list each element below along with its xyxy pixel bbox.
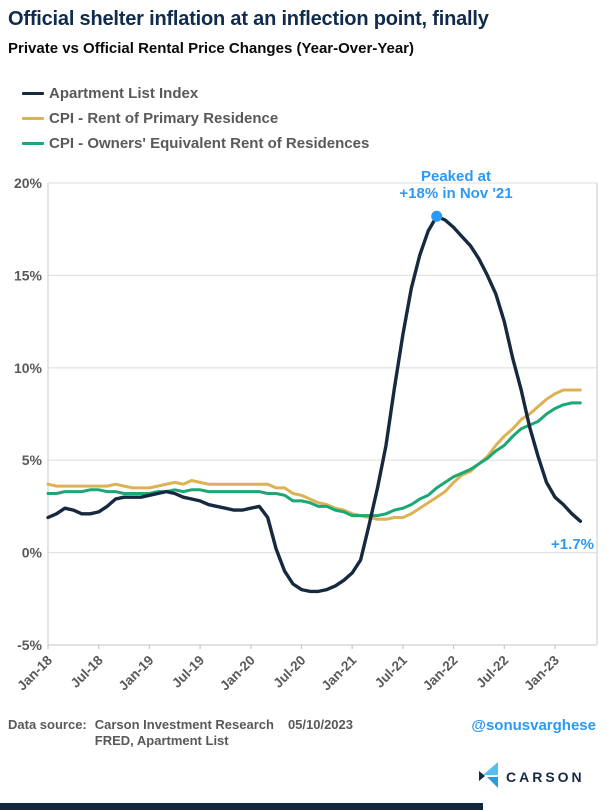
svg-text:15%: 15%	[14, 267, 43, 283]
legend-label: CPI - Rent of Primary Residence	[49, 110, 279, 127]
svg-text:Jul-18: Jul-18	[68, 652, 107, 691]
data-source-line2: FRED, Apartment List	[94, 733, 229, 748]
legend-label: CPI - Owners' Equivalent Rent of Residen…	[49, 135, 370, 152]
svg-text:Jul-22: Jul-22	[473, 653, 511, 691]
last-value-annotation: +1.7%	[551, 536, 594, 553]
svg-text:-5%: -5%	[17, 637, 42, 653]
legend-item-apartment-list: Apartment List Index	[22, 81, 369, 106]
chart-plot-area: 20% 15% 10% 5% 0% -5%Jan-18 Jul-18 Jan-19 Jul-19…	[14, 175, 598, 694]
data-source-line1: Carson Investment Research	[94, 717, 274, 732]
line-chart: 20% 15% 10% 5% 0% -5% Jan-18 Jul-18 Jan-19 Jul-19…	[0, 158, 606, 708]
svg-text:Jan-22: Jan-22	[420, 653, 461, 694]
legend-item-cpi-rent: CPI - Rent of Primary Residence	[22, 106, 369, 131]
chart-date: 05/10/2023	[287, 717, 354, 732]
page-title: Official shelter inflation at an inflect…	[8, 8, 489, 30]
data-source-label: Data source:	[8, 717, 87, 732]
svg-text:Jul-19: Jul-19	[169, 653, 207, 691]
legend-label: Apartment List Index	[49, 85, 199, 102]
green-line-swatch-icon	[22, 141, 44, 146]
twitter-handle: @sonusvarghese	[471, 717, 596, 734]
svg-text:Jan-20: Jan-20	[217, 653, 258, 694]
svg-text:5%: 5%	[22, 452, 43, 468]
svg-text:0%: 0%	[22, 545, 43, 561]
svg-text:Jan-19: Jan-19	[116, 653, 157, 694]
legend-item-cpi-oer: CPI - Owners' Equivalent Rent of Residen…	[22, 131, 369, 156]
svg-text:Jul-21: Jul-21	[372, 652, 411, 691]
peak-annotation: Peaked at +18% in Nov '21	[383, 168, 529, 202]
svg-text:20%: 20%	[14, 175, 43, 191]
svg-text:10%: 10%	[14, 360, 43, 376]
bottom-accent-bar	[0, 803, 483, 810]
legend: Apartment List Index CPI - Rent of Prima…	[22, 81, 369, 156]
svg-text:Jan-23: Jan-23	[521, 652, 562, 693]
chart-subtitle: Private vs Official Rental Price Changes…	[8, 40, 415, 57]
carson-logo: CARSON	[479, 762, 585, 791]
navy-line-swatch-icon	[22, 91, 44, 96]
gold-line-swatch-icon	[22, 116, 44, 121]
svg-text:Jan-18: Jan-18	[14, 652, 55, 693]
svg-text:Jan-21: Jan-21	[318, 652, 359, 693]
data-source-note: Data source: Carson Investment Research …	[8, 717, 353, 749]
carson-logo-text: CARSON	[506, 768, 585, 785]
carson-chevron-icon	[479, 762, 498, 788]
peak-annotation-line2: +18% in Nov '21	[399, 184, 513, 202]
svg-text:Jul-20: Jul-20	[270, 653, 308, 691]
peak-annotation-line1: Peaked at	[420, 168, 492, 185]
data-source-lines: Carson Investment Research FRED, Apartme…	[95, 717, 274, 749]
